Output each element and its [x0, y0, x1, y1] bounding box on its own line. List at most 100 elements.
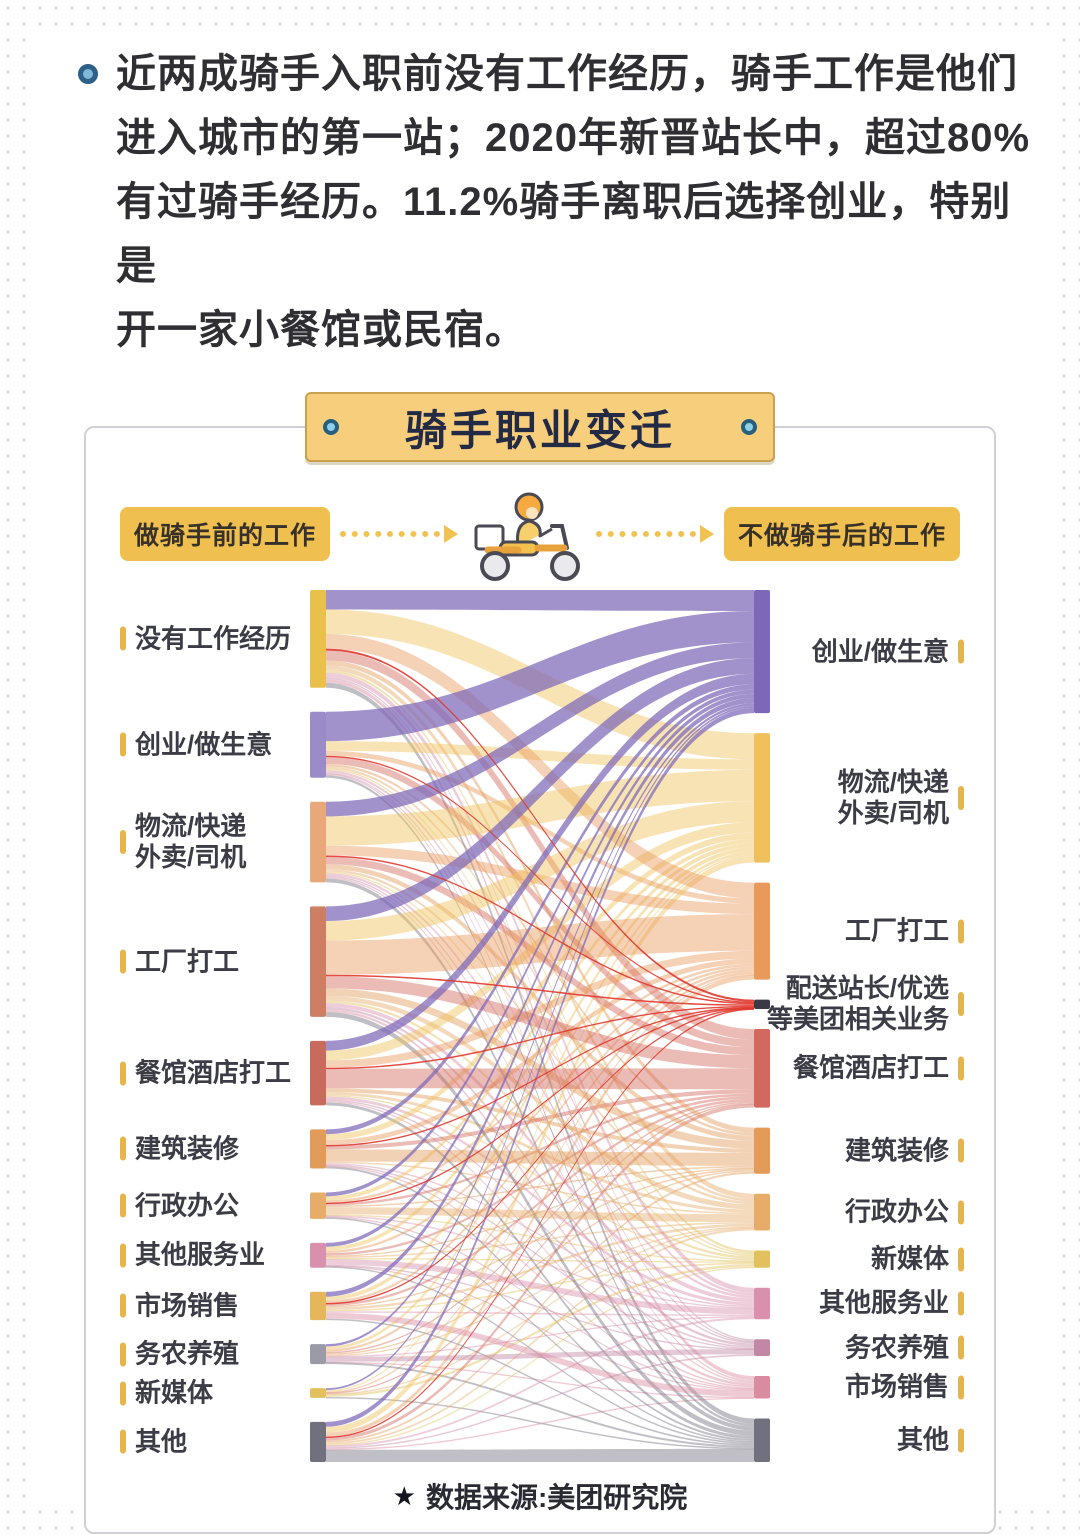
label-tick-icon — [120, 1136, 126, 1161]
sankey-link — [326, 1095, 754, 1261]
sankey-link — [326, 689, 754, 1197]
sankey-link — [326, 1354, 754, 1449]
sankey-link — [326, 875, 754, 1344]
sankey-link — [326, 1165, 754, 1208]
sankey-link — [326, 1170, 754, 1355]
sankey-node-right — [754, 1287, 770, 1320]
sankey-link — [326, 873, 754, 1299]
arrowhead-icon — [444, 525, 458, 543]
delivery-rider-icon — [474, 492, 580, 581]
sankey-link — [326, 832, 754, 1141]
dotted-arrow-right — [596, 525, 714, 543]
sankey-link — [326, 1007, 754, 1305]
sankey-link — [326, 1257, 754, 1263]
sankey-link — [326, 1005, 754, 1070]
right-node-label: 新媒体 — [871, 1244, 964, 1275]
sankey-node-right — [754, 590, 770, 714]
sankey-link — [326, 768, 754, 1255]
sankey-link — [326, 684, 754, 1135]
sankey-link — [326, 703, 754, 1347]
sankey-link — [326, 660, 754, 1133]
sankey-link — [326, 1166, 754, 1442]
sankey-node-left — [310, 1040, 326, 1106]
sankey-link — [326, 1223, 754, 1310]
node-label-text: 创业/做生意 — [811, 636, 949, 667]
sankey-link — [326, 1168, 754, 1308]
right-node-label: 工厂打工 — [845, 916, 964, 947]
sankey-link — [326, 847, 754, 1301]
label-tick-icon — [120, 1193, 126, 1218]
sankey-link — [326, 1088, 754, 1153]
node-label-text: 没有工作经历 — [135, 623, 292, 654]
sankey-link — [326, 1228, 754, 1445]
pin-icon — [741, 419, 757, 435]
chart-panel: 骑手职业变迁 做骑手前的工作 — [84, 392, 996, 1534]
sankey-link — [326, 658, 754, 922]
label-tick-icon — [958, 992, 964, 1017]
sankey-link — [326, 1448, 754, 1462]
node-label-text: 创业/做生意 — [135, 729, 273, 760]
sankey-link — [326, 741, 754, 770]
sankey-link — [326, 1089, 754, 1150]
sankey-link — [326, 650, 754, 1040]
content-card: 近两成骑手入职前没有工作经历，骑手工作是他们 进入城市的第一站；2020年新晋站… — [26, 26, 1054, 1534]
dotted-arrow-left — [340, 525, 458, 543]
label-tick-icon — [120, 1429, 126, 1454]
sankey-node-left — [310, 1291, 326, 1321]
sankey-link — [326, 1164, 754, 1349]
sankey-link — [326, 1361, 754, 1399]
sankey-link — [326, 756, 754, 1048]
sankey-link — [326, 1266, 754, 1445]
left-node-label: 没有工作经历 — [120, 623, 291, 654]
sankey-link — [326, 775, 754, 1427]
sankey-link — [326, 864, 754, 1141]
pin-icon — [323, 419, 339, 435]
sankey-link — [326, 851, 754, 1350]
sankey-link — [326, 1222, 754, 1258]
left-node-label: 行政办公 — [120, 1190, 239, 1221]
sankey-node-left — [310, 1129, 326, 1169]
sankey-link — [326, 1149, 754, 1166]
sankey-link — [326, 1007, 754, 1347]
label-tick-icon — [958, 1200, 964, 1225]
sankey-link — [326, 590, 754, 611]
label-tick-icon — [958, 919, 964, 944]
sankey-link — [326, 764, 754, 1136]
sankey-link — [326, 855, 754, 1005]
label-tick-icon — [958, 1428, 964, 1453]
sankey-link — [326, 869, 754, 1205]
dotted-line — [596, 531, 696, 537]
chart-title-banner: 骑手职业变迁 — [305, 392, 775, 462]
right-node-label: 配送站长/优选 等美团相关业务 — [767, 973, 964, 1035]
node-label-text: 市场销售 — [135, 1290, 240, 1321]
label-tick-icon — [958, 1291, 964, 1316]
sankey-node-right — [754, 882, 770, 980]
sankey-link — [326, 1167, 754, 1257]
left-node-label: 市场销售 — [120, 1290, 239, 1321]
sankey-link — [326, 697, 754, 1297]
node-label-text: 新媒体 — [870, 1243, 949, 1274]
label-tick-icon — [120, 1061, 126, 1086]
label-tick-icon — [120, 732, 126, 757]
sankey-link — [326, 1007, 754, 1205]
node-label-text: 工厂打工 — [135, 946, 240, 977]
sankey-link — [326, 1262, 754, 1312]
right-node-label: 其他 — [897, 1425, 964, 1456]
label-tick-icon — [958, 785, 964, 810]
sankey-link — [326, 1217, 754, 1443]
sankey-link — [326, 1317, 754, 1448]
sankey-link — [326, 1349, 754, 1362]
intro-line: 开一家小餐馆或民宿。 — [116, 308, 526, 352]
node-label-text: 餐馆酒店打工 — [135, 1057, 292, 1088]
sankey-node-left — [310, 906, 326, 1017]
label-tick-icon — [120, 1243, 126, 1268]
sankey-node-left — [310, 1192, 326, 1219]
sankey-link — [326, 665, 754, 1199]
left-node-label: 餐馆酒店打工 — [120, 1058, 291, 1089]
sankey-link — [326, 1264, 754, 1397]
sankey-node-right — [754, 999, 770, 1010]
sankey-link — [326, 871, 754, 1257]
sankey-link — [326, 974, 754, 1393]
sankey-link — [326, 1207, 754, 1223]
